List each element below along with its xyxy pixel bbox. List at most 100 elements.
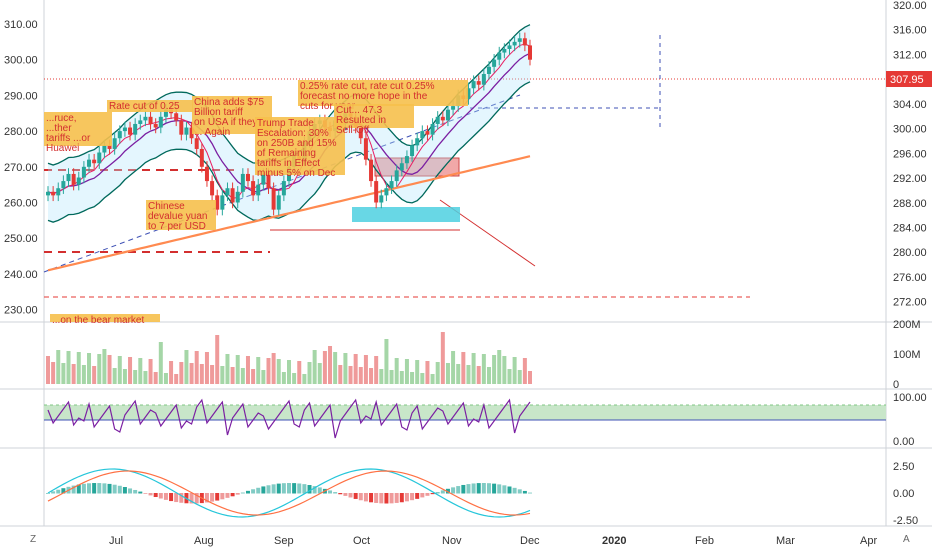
macd-bar xyxy=(71,485,76,494)
x-tick-label: 2020 xyxy=(602,535,626,547)
annotation-text: tariffs in Effect xyxy=(257,158,320,169)
volume-bar xyxy=(481,354,486,384)
macd-bar xyxy=(87,483,92,494)
volume-bar xyxy=(333,352,338,384)
volume-bar xyxy=(148,359,153,384)
candle-body xyxy=(61,181,66,189)
volume-bar xyxy=(76,352,81,384)
candle-body xyxy=(220,195,225,210)
corner-left-label[interactable]: Z xyxy=(30,534,36,545)
macd-bar xyxy=(215,493,220,501)
volume-bar xyxy=(61,363,66,384)
rsi-series-line xyxy=(47,398,531,439)
macd-bar xyxy=(61,488,66,494)
macd-bar xyxy=(210,493,215,502)
candle-body xyxy=(512,41,517,46)
volume-bar xyxy=(461,352,466,384)
volume-tick-label: 100M xyxy=(893,349,921,361)
volume-bar xyxy=(338,365,343,384)
right-tick-label: 300.00 xyxy=(893,124,927,136)
candle-body xyxy=(225,188,230,196)
volume-bar xyxy=(374,356,379,384)
volume-bar xyxy=(512,357,517,384)
macd-bar xyxy=(148,493,153,496)
candle-body xyxy=(251,181,256,196)
right-tick-label: 316.00 xyxy=(893,25,927,37)
annotation-text: forecast no more hope in the xyxy=(300,91,428,102)
annotation-text: Billion tariff xyxy=(194,107,243,118)
macd-bar xyxy=(404,493,409,502)
macd-bar xyxy=(312,486,317,494)
candle-body xyxy=(404,156,409,164)
volume-bar xyxy=(435,362,440,384)
annotation-text: cuts for year xyxy=(300,101,356,112)
macd-bar xyxy=(384,493,389,504)
macd-bar xyxy=(287,483,291,494)
volume-bar xyxy=(107,355,112,384)
corner-right-label[interactable]: A xyxy=(903,534,910,545)
right-tick-label: 288.00 xyxy=(893,198,927,210)
candle-body xyxy=(71,173,76,185)
volume-tick-label: 0 xyxy=(893,379,899,391)
candle-body xyxy=(240,173,245,192)
candle-body xyxy=(276,195,281,210)
candle-body xyxy=(528,45,532,60)
candle-body xyxy=(143,116,148,121)
macd-bar xyxy=(481,483,486,494)
volume-bar xyxy=(256,357,261,384)
volume-bar xyxy=(51,362,56,384)
candle-body xyxy=(138,120,143,124)
annotation-text: ...on the bear market xyxy=(52,315,144,326)
volume-bar xyxy=(394,358,399,384)
volume-bars xyxy=(46,332,532,384)
volume-bar xyxy=(379,369,384,384)
right-tick-label: 292.00 xyxy=(893,173,927,185)
volume-bar xyxy=(425,361,430,384)
macd-bar xyxy=(451,487,456,494)
volume-bar xyxy=(415,360,420,384)
volume-bar xyxy=(497,350,502,384)
volume-bar xyxy=(307,362,312,384)
macd-bar xyxy=(363,493,368,502)
macd-histogram xyxy=(46,483,532,504)
candle-body xyxy=(256,184,261,196)
candle-body xyxy=(235,191,240,203)
candle-body xyxy=(189,127,194,139)
macd-bar xyxy=(492,483,497,494)
volume-bar xyxy=(471,353,476,384)
macd-bar xyxy=(512,487,517,494)
volume-bar xyxy=(445,363,450,384)
volume-bar xyxy=(71,364,76,384)
candle-body xyxy=(163,109,168,117)
left-tick-label: 240.00 xyxy=(4,269,38,281)
x-tick-label: Apr xyxy=(860,535,877,547)
macd-bar xyxy=(486,483,491,494)
volume-bar xyxy=(230,367,235,384)
cyan-zone xyxy=(352,207,460,222)
volume-bar xyxy=(210,365,215,384)
volume-bar xyxy=(81,365,86,384)
candle-body xyxy=(440,116,445,121)
candle-body xyxy=(445,109,450,121)
candle-body xyxy=(379,195,384,203)
macd-bar xyxy=(353,493,358,499)
macd-bar xyxy=(271,484,276,494)
annotation-box xyxy=(50,314,160,322)
annotation-text: tariffs ...or xyxy=(46,133,91,144)
candle-body xyxy=(394,170,399,182)
annotation-text: on 250B and 15% xyxy=(257,138,337,149)
candle-body xyxy=(363,138,368,160)
candle-body xyxy=(122,127,127,132)
candle-body xyxy=(194,138,199,149)
volume-bar xyxy=(328,346,333,384)
volume-bar xyxy=(292,373,297,384)
volume-bar xyxy=(128,357,133,384)
macd-bar xyxy=(507,486,512,494)
annotation-text: devalue yuan xyxy=(148,211,208,222)
macd-bar xyxy=(128,488,133,494)
volume-bar xyxy=(297,361,302,384)
volume-bar xyxy=(476,366,481,384)
annotation-text: Sell-Off xyxy=(336,125,369,136)
volume-bar xyxy=(215,335,220,384)
